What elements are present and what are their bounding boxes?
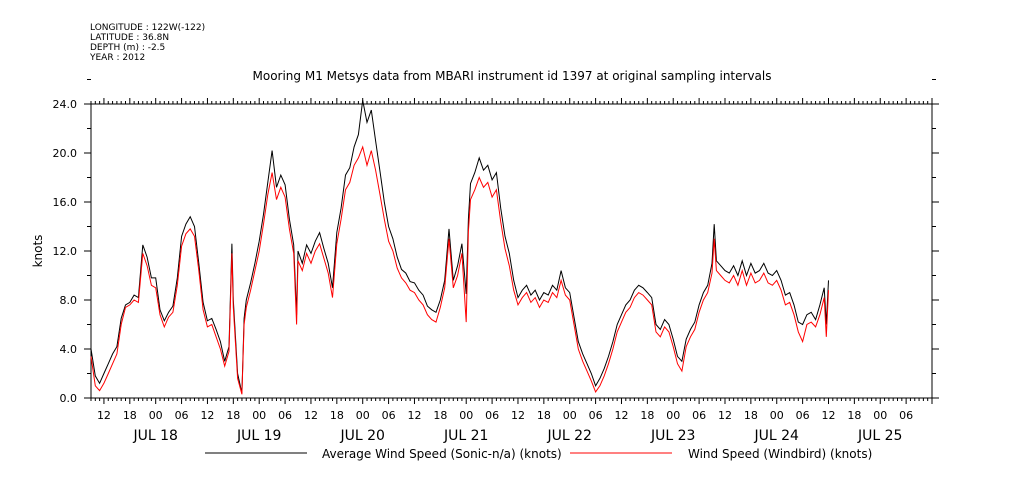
x-tick-label: 00 (356, 409, 370, 422)
x-tick-label: 12 (511, 409, 525, 422)
y-tick-label: 24.0 (53, 98, 78, 111)
plot-frame (90, 103, 933, 399)
y-tick-label: 4.0 (60, 343, 78, 356)
axis-ticks (84, 79, 939, 404)
x-tick-label: 18 (433, 409, 447, 422)
metadata-line: DEPTH (m) : -2.5 (90, 43, 165, 53)
y-tick-label: 8.0 (60, 294, 78, 307)
x-tick-label: 00 (149, 409, 163, 422)
series-line-sonic (90, 100, 829, 394)
x-tick-label: 12 (200, 409, 214, 422)
x-day-label: JUL 25 (857, 428, 902, 444)
y-axis-label: knots (31, 235, 45, 268)
x-tick-label: 18 (847, 409, 861, 422)
metadata-block: LONGITUDE : 122W(-122) LATITUDE : 36.8N … (89, 23, 205, 63)
x-tick-label: 00 (666, 409, 680, 422)
y-tick-labels: 0.0 4.0 8.0 12.0 16.0 20.0 24.0 (53, 98, 78, 405)
x-tick-label: 12 (821, 409, 835, 422)
x-tick-label: 12 (718, 409, 732, 422)
x-tick-label: 18 (123, 409, 137, 422)
x-tick-label: 06 (589, 409, 603, 422)
legend-label-windbird: Wind Speed (Windbird) (knots) (688, 447, 872, 461)
metadata-line: LATITUDE : 36.8N (90, 33, 169, 43)
x-tick-label: 18 (640, 409, 654, 422)
y-tick-label: 16.0 (53, 196, 78, 209)
x-tick-label: 18 (330, 409, 344, 422)
legend: Average Wind Speed (Sonic-n/a) (knots) W… (205, 447, 872, 461)
x-day-label: JUL 22 (546, 428, 591, 444)
x-tick-label: 06 (796, 409, 810, 422)
legend-label-sonic: Average Wind Speed (Sonic-n/a) (knots) (322, 447, 562, 461)
y-tick-label: 12.0 (53, 245, 78, 258)
chart-title: Mooring M1 Metsys data from MBARI instru… (253, 69, 772, 83)
x-day-labels: JUL 18 JUL 19 JUL 20 JUL 21 JUL 22 JUL 23 JUL … (132, 428, 902, 444)
x-tick-label: 00 (563, 409, 577, 422)
metadata-line: LONGITUDE : 122W(-122) (90, 23, 205, 33)
x-tick-label: 00 (873, 409, 887, 422)
metadata-line: YEAR : 2012 (89, 53, 145, 63)
x-day-label: JUL 23 (650, 428, 695, 444)
x-day-label: JUL 24 (754, 428, 800, 444)
y-tick-label: 0.0 (60, 392, 78, 405)
x-tick-label: 12 (407, 409, 421, 422)
x-tick-label: 18 (744, 409, 758, 422)
series-lines (90, 100, 829, 395)
x-tick-label: 12 (97, 409, 111, 422)
x-tick-label: 06 (278, 409, 292, 422)
x-tick-label: 18 (537, 409, 551, 422)
x-tick-label: 00 (770, 409, 784, 422)
x-tick-label: 12 (304, 409, 318, 422)
x-tick-label: 06 (382, 409, 396, 422)
x-tick-label: 00 (252, 409, 266, 422)
x-tick-label: 06 (899, 409, 913, 422)
x-day-label: JUL 21 (443, 428, 488, 444)
x-day-label: JUL 18 (132, 428, 177, 444)
x-tick-label: 00 (459, 409, 473, 422)
x-tick-label: 06 (175, 409, 189, 422)
x-tick-label: 06 (692, 409, 706, 422)
x-tick-labels: 12 18 00 06 12 18 00 06 12 18 00 06 12 18 00 06 12 18 00 06… (97, 409, 913, 422)
y-tick-label: 20.0 (53, 147, 78, 160)
x-day-label: JUL 20 (339, 428, 384, 444)
x-tick-label: 18 (226, 409, 240, 422)
x-tick-label: 06 (485, 409, 499, 422)
x-tick-label: 12 (614, 409, 628, 422)
series-line-windbird (90, 145, 829, 395)
x-day-label: JUL 19 (236, 428, 281, 444)
